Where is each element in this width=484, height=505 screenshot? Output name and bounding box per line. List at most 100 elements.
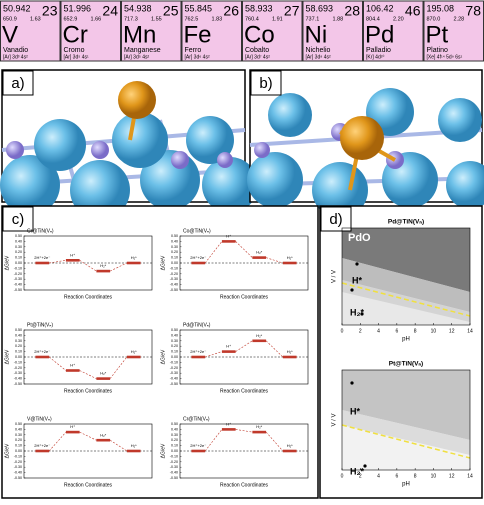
energy-level <box>126 355 141 359</box>
atomic-number: 78 <box>465 3 481 19</box>
region-label: H₂* <box>350 307 364 317</box>
atomic-number: 25 <box>163 3 179 19</box>
x-tick-label: 6 <box>395 473 398 479</box>
y-tick-label: 0.00 <box>171 355 178 359</box>
chart-title: Co@TiN(Vₙ) <box>183 228 211 234</box>
y-tick-label: -0.20 <box>170 272 178 276</box>
y-tick-label: 0.40 <box>15 239 22 243</box>
electron-config: [Xe] 4f¹⁴ 5d⁹ 6s¹ <box>427 54 463 60</box>
symbol: Mn <box>123 21 156 48</box>
state-label: 2H⁺+2e⁻ <box>190 349 206 354</box>
electron-config: [Ar] 3d⁶ 4s² <box>185 54 210 60</box>
y-tick-label: 0.10 <box>171 444 178 448</box>
connector <box>235 241 253 258</box>
atomic-mass: 58.933 <box>245 3 273 13</box>
y-tick-label: -0.50 <box>170 382 178 386</box>
element-name: Cromo <box>64 47 85 54</box>
atomic-number: 26 <box>223 3 239 19</box>
electron-config: [Ar] 3d⁷ 4s² <box>245 54 270 60</box>
y-tick-label: -0.10 <box>14 266 22 270</box>
element-cell <box>242 0 303 62</box>
density: 762.5 <box>185 16 199 22</box>
energy-level <box>252 256 267 259</box>
x-label: Reaction Coordinates <box>64 388 113 394</box>
y-tick-label: 0.50 <box>15 234 22 238</box>
y-tick-label: -0.40 <box>14 471 22 475</box>
electronegativity: 1.83 <box>212 16 223 22</box>
energy-level <box>35 261 50 265</box>
y-tick-label: -0.50 <box>170 476 178 480</box>
connector <box>109 262 127 272</box>
y-tick-label: -0.30 <box>14 465 22 469</box>
panel-label: a) <box>11 75 24 92</box>
energy-level <box>65 369 80 372</box>
y-tick-label: 0.50 <box>171 328 178 332</box>
connector <box>235 429 253 433</box>
y-tick-label: -0.40 <box>170 283 178 287</box>
element-cell <box>423 0 484 62</box>
label-box <box>2 206 34 232</box>
x-tick-label: 6 <box>395 328 398 334</box>
energy-level <box>282 355 297 359</box>
y-label: ΔG/eV <box>4 255 10 270</box>
panel-label: b) <box>259 75 272 92</box>
y-tick-label: -0.10 <box>170 454 178 458</box>
electronegativity: 1.66 <box>91 16 102 22</box>
atomic-mass: 106.42 <box>366 3 394 13</box>
x-label: Reaction Coordinates <box>64 294 113 300</box>
y-tick-label: 0.50 <box>171 422 178 426</box>
y-tick-label: -0.40 <box>14 377 22 381</box>
state-label: H₂* <box>287 443 293 448</box>
electronegativity: 2.28 <box>454 16 465 22</box>
y-tick-label: 0.40 <box>15 333 22 337</box>
atomic-mass: 58.693 <box>306 3 334 13</box>
atomic-number: 23 <box>42 3 58 19</box>
state-label: H⁺ <box>70 363 75 368</box>
x-tick-label: 2 <box>359 328 362 334</box>
symbol: Pd <box>365 21 394 48</box>
connector <box>265 431 284 452</box>
x-tick-label: 14 <box>467 473 473 479</box>
x-tick-label: 12 <box>449 328 455 334</box>
electron-config: [Ar] 3d⁵ 4s² <box>124 54 149 60</box>
connector <box>204 241 223 264</box>
y-label: ΔG/eV <box>160 443 166 458</box>
state-label: H⁺ <box>226 344 231 349</box>
element-name: Nichelio <box>306 47 331 54</box>
atomic-number: 27 <box>284 3 300 19</box>
y-tick-label: 0.10 <box>15 256 22 260</box>
y-tick-label: 0.40 <box>15 427 22 431</box>
y-tick-label: 0.10 <box>171 350 178 354</box>
y-tick-label: 0.20 <box>171 250 178 254</box>
electronegativity: 1.91 <box>272 16 283 22</box>
energy-level <box>221 350 236 353</box>
connector <box>79 431 97 441</box>
region-label: PdO <box>348 232 371 244</box>
chart-title: Pd@TiN(Vₙ) <box>183 322 211 328</box>
connector <box>48 431 67 452</box>
y-tick-label: -0.30 <box>170 465 178 469</box>
x-tick-label: 14 <box>467 328 473 334</box>
region-label: H* <box>350 406 360 416</box>
chart-title: Pt@TiN(Vₙ) <box>27 322 53 328</box>
energy-level <box>221 240 236 243</box>
y-tick-label: 0.00 <box>15 449 22 453</box>
connector <box>79 370 97 379</box>
energy-level <box>221 428 236 431</box>
y-tick-label: -0.50 <box>14 288 22 292</box>
x-tick-label: 8 <box>414 473 417 479</box>
element-cell <box>60 0 121 62</box>
symbol: Ni <box>305 21 328 48</box>
energy-level <box>191 355 206 359</box>
y-label: V / V <box>332 413 338 426</box>
x-tick-label: 4 <box>377 328 380 334</box>
y-tick-label: -0.50 <box>14 382 22 386</box>
density: 650.9 <box>3 16 17 22</box>
y-tick-label: 0.20 <box>15 344 22 348</box>
y-tick-label: -0.30 <box>14 277 22 281</box>
pourbaix-regions <box>341 228 471 470</box>
element-name: Cobalto <box>245 47 269 54</box>
connector <box>49 260 66 264</box>
y-label: ΔG/eV <box>4 443 10 458</box>
